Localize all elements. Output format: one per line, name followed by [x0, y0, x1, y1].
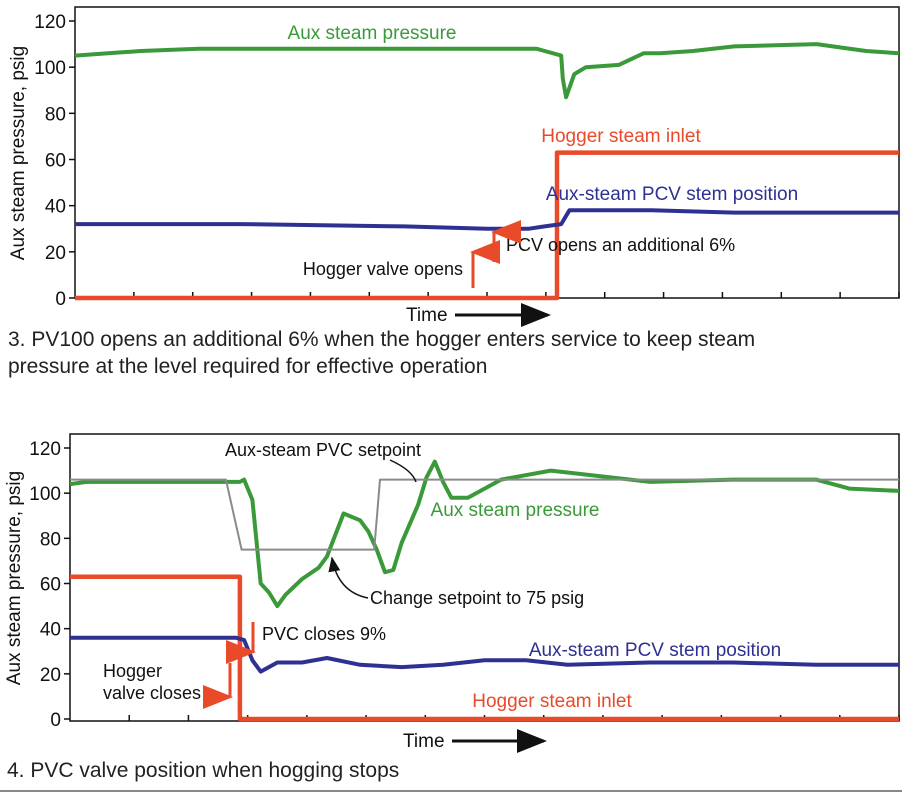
- chart-1-y-axis-label: Aux steam pressure, psig: [8, 46, 29, 260]
- chart-2-y-ticks: 0 20 40 60 80 100 120: [29, 439, 70, 731]
- chart-1-y-tick-label: 100: [34, 58, 66, 79]
- chart-2-caption: 4. PVC valve position when hogging stops: [7, 759, 399, 782]
- chart-2-series-aux-steam-pressure: [69, 459, 900, 609]
- chart-1-y-tick-label: 60: [45, 151, 66, 172]
- chart-1-x-axis-label: Time: [406, 305, 448, 326]
- chart-2-y-tick-label: 100: [29, 484, 61, 505]
- chart-1-series-aux-steam-pcv-stem-position: [75, 208, 899, 231]
- chart-1-y-tick-label: 20: [45, 243, 66, 264]
- chart-2-annotation-change-setpoint: Change setpoint to 75 psig: [370, 588, 584, 608]
- chart-2-annotation-hogger: Hogger: [103, 661, 162, 681]
- chart-1-y-ticks: 0 20 40 60 80 100 120: [34, 12, 75, 310]
- chart-1-legend-pcv-stem-position: Aux-steam PCV stem position: [546, 184, 798, 205]
- chart-2-y-tick-label: 20: [40, 665, 61, 686]
- chart-1-annotation-pcv-opens: PCV opens an additional 6%: [506, 235, 735, 255]
- chart-1-y-tick-label: 0: [55, 289, 66, 310]
- chart-2-legend-hogger-steam-inlet: Hogger steam inlet: [472, 691, 632, 712]
- chart-1-annotation-hogger-valve-opens: Hogger valve opens: [303, 259, 463, 279]
- chart-1-y-tick-label: 80: [45, 104, 66, 125]
- chart-2-y-tick-label: 40: [40, 620, 61, 641]
- chart-1-series-aux-steam-pressure: [74, 42, 900, 100]
- chart-1-series: [74, 42, 900, 301]
- chart-2: 0 20 40 60 80 100 120 Aux steam pressure, psig…: [0, 433, 902, 792]
- chart-1: 0 20 40 60 80 100 120 Aux steam pressure, psig…: [8, 6, 900, 378]
- chart-2-y-tick-label: 60: [40, 575, 61, 596]
- chart-1-y-tick-label: 40: [45, 197, 66, 218]
- chart-2-y-tick-label: 120: [29, 439, 61, 460]
- chart-1-legend-aux-steam-pressure: Aux steam pressure: [288, 23, 457, 44]
- chart-2-change-setpoint-pointer: [328, 556, 369, 599]
- chart-2-x-axis-label: Time: [403, 731, 445, 752]
- chart-2-legend-setpoint: Aux-steam PVC setpoint: [225, 440, 421, 460]
- chart-2-y-tick-label: 0: [50, 710, 61, 731]
- chart-2-y-axis-label: Aux steam pressure, psig: [4, 471, 25, 685]
- chart-1-caption: 3. PV100 opens an additional 6% when the…: [8, 328, 756, 378]
- chart-2-legend-aux-steam-pressure: Aux steam pressure: [431, 500, 600, 521]
- chart-2-y-tick-label: 80: [40, 529, 61, 550]
- chart-2-annotation-valve-closes: valve closes: [103, 683, 201, 703]
- chart-2-annotation-pvc-closes: PVC closes 9%: [262, 624, 386, 644]
- chart-2-legend-pcv-stem-position: Aux-steam PCV stem position: [529, 640, 781, 661]
- chart-1-y-tick-label: 120: [34, 12, 66, 33]
- chart-2-series-aux-steam-pvc-setpoint: [70, 478, 899, 551]
- chart-2-setpoint-pointer: [389, 459, 417, 483]
- chart-1-legend-hogger-steam-inlet: Hogger steam inlet: [541, 126, 701, 147]
